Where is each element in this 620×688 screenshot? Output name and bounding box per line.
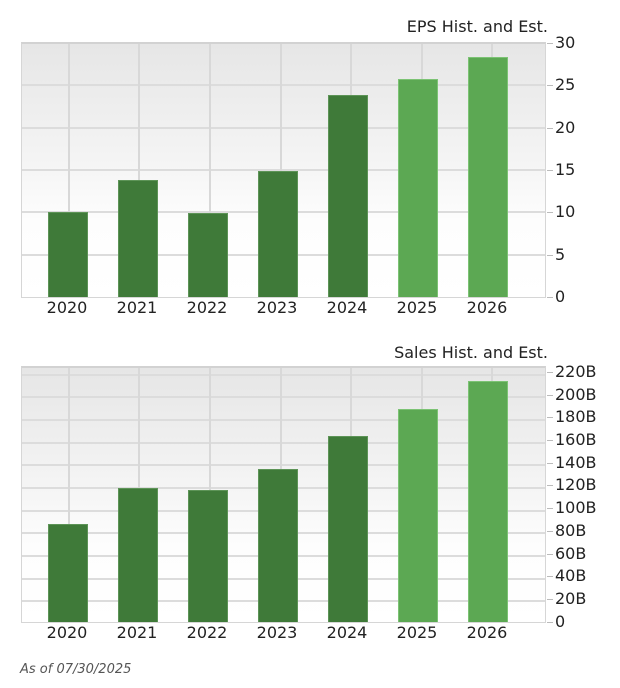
y-axis-label: 0 — [555, 612, 566, 631]
y-axis-label: 160B — [555, 430, 597, 449]
eps-bar-2020[interactable] — [48, 212, 88, 297]
gridline — [68, 44, 70, 297]
x-axis-label: 2026 — [466, 298, 508, 317]
gridline — [22, 84, 545, 86]
y-tick — [547, 485, 553, 486]
y-axis-label: 0 — [555, 287, 566, 306]
y-tick — [547, 297, 553, 298]
gridline — [209, 44, 211, 297]
x-axis-label: 2021 — [116, 623, 158, 642]
x-axis-label: 2022 — [186, 623, 228, 642]
y-tick — [547, 128, 553, 129]
eps-chart: EPS Hist. and Est. 30 25 20 15 10 5 0 20… — [0, 0, 620, 330]
gridline — [22, 396, 545, 398]
as-of-date-footnote: As of 07/30/2025 — [20, 662, 132, 677]
y-axis-label: 140B — [555, 453, 597, 472]
y-tick — [547, 372, 553, 373]
eps-bar-2026[interactable] — [468, 57, 508, 297]
gridline — [22, 442, 545, 444]
y-axis-label: 200B — [555, 385, 597, 404]
y-axis-label: 60B — [555, 544, 587, 563]
sales-bar-2024[interactable] — [328, 436, 368, 622]
y-tick — [547, 43, 553, 44]
eps-plot-area — [21, 42, 546, 298]
y-tick — [547, 599, 553, 600]
eps-bar-2022[interactable] — [188, 213, 228, 297]
y-axis-label: 30 — [555, 33, 576, 52]
gridline — [68, 368, 70, 622]
y-axis-label: 120B — [555, 475, 597, 494]
y-tick — [547, 212, 553, 213]
y-axis-label: 180B — [555, 407, 597, 426]
y-tick — [547, 255, 553, 256]
y-axis-label: 5 — [555, 245, 566, 264]
gridline — [22, 169, 545, 171]
y-tick — [547, 440, 553, 441]
x-axis-label: 2026 — [466, 623, 508, 642]
eps-bar-2025[interactable] — [398, 79, 438, 297]
y-tick — [547, 170, 553, 171]
x-axis-label: 2020 — [46, 298, 88, 317]
y-tick — [547, 508, 553, 509]
sales-bar-2022[interactable] — [188, 490, 228, 622]
sales-chart: Sales Hist. and Est. 220B — [21, 343, 597, 642]
x-axis-label: 2023 — [256, 298, 298, 317]
sales-bar-2023[interactable] — [258, 469, 298, 622]
y-axis-label: 40B — [555, 566, 587, 585]
sales-bar-2021[interactable] — [118, 488, 158, 622]
y-tick — [547, 417, 553, 418]
y-tick — [547, 576, 553, 577]
gridline — [22, 374, 545, 376]
y-axis-label: 25 — [555, 75, 576, 94]
y-tick — [547, 622, 553, 623]
eps-bar-2021[interactable] — [118, 180, 158, 297]
y-tick — [547, 554, 553, 555]
x-axis-label: 2024 — [326, 623, 368, 642]
y-axis-label: 15 — [555, 160, 576, 179]
sales-bar-2020[interactable] — [48, 524, 88, 622]
gridline — [280, 44, 282, 297]
sales-plot-area — [21, 366, 546, 623]
gridline — [22, 464, 545, 466]
x-axis-label: 2025 — [396, 298, 438, 317]
y-axis-label: 220B — [555, 362, 597, 381]
gridline — [22, 127, 545, 129]
x-axis-label: 2021 — [116, 298, 158, 317]
gridline — [22, 419, 545, 421]
sales-bar-2026[interactable] — [468, 381, 508, 622]
y-tick — [547, 85, 553, 86]
y-axis-label: 10 — [555, 202, 576, 221]
x-axis-label: 2024 — [326, 298, 368, 317]
y-axis-label: 20B — [555, 589, 587, 608]
y-axis-label: 20 — [555, 118, 576, 137]
y-tick — [547, 463, 553, 464]
y-axis-label: 100B — [555, 498, 597, 517]
x-axis-label: 2022 — [186, 298, 228, 317]
y-tick — [547, 395, 553, 396]
x-axis-label: 2023 — [256, 623, 298, 642]
eps-chart-title: EPS Hist. and Est. — [406, 17, 548, 36]
x-axis-label: 2020 — [46, 623, 88, 642]
x-axis-label: 2025 — [396, 623, 438, 642]
y-tick — [547, 531, 553, 532]
eps-bar-2023[interactable] — [258, 171, 298, 297]
sales-chart-title: Sales Hist. and Est. — [394, 343, 548, 362]
gridline — [138, 44, 140, 297]
y-axis-label: 80B — [555, 521, 587, 540]
eps-bar-2024[interactable] — [328, 95, 368, 297]
sales-bar-2025[interactable] — [398, 409, 438, 622]
